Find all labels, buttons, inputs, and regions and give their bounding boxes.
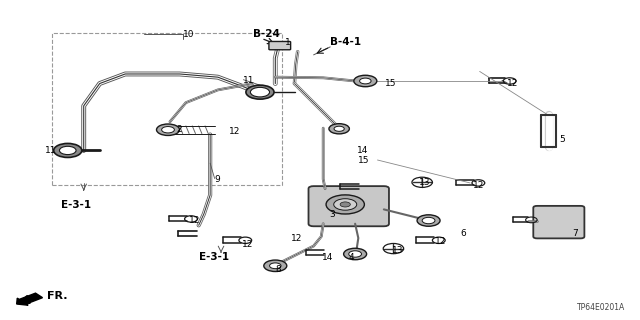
Text: 12: 12 [507,79,518,88]
Text: 12: 12 [229,127,241,136]
Bar [52,33,282,186]
Text: 12: 12 [473,181,484,190]
Circle shape [422,217,435,224]
Circle shape [333,199,356,210]
Text: 12: 12 [189,216,200,225]
Text: 12: 12 [242,240,253,249]
Text: FR.: FR. [47,292,67,301]
Text: E-3-1: E-3-1 [61,200,92,210]
Text: 14: 14 [322,253,333,262]
Circle shape [250,87,269,97]
FancyArrow shape [17,293,42,305]
FancyBboxPatch shape [533,206,584,238]
Text: 15: 15 [385,79,397,88]
Circle shape [269,263,281,269]
Circle shape [326,195,364,214]
Circle shape [329,124,349,134]
Text: 7: 7 [572,229,578,238]
Text: 4: 4 [349,253,355,262]
FancyBboxPatch shape [269,42,291,50]
Circle shape [264,260,287,271]
Text: 8: 8 [275,265,281,275]
Text: 15: 15 [358,156,370,164]
Text: 12: 12 [435,237,446,246]
Circle shape [157,124,179,135]
Text: 11: 11 [243,76,255,85]
Text: 1: 1 [285,38,291,47]
Text: 13: 13 [419,178,431,187]
Text: TP64E0201A: TP64E0201A [577,303,625,312]
Text: 14: 14 [357,146,369,155]
Text: 6: 6 [461,229,467,238]
Text: 11: 11 [45,146,57,155]
Circle shape [349,251,362,257]
Circle shape [340,202,350,207]
Text: B-4-1: B-4-1 [330,37,361,47]
Text: 5: 5 [559,135,565,144]
Text: 13: 13 [392,246,404,255]
Text: 9: 9 [214,175,220,184]
Circle shape [360,78,371,84]
FancyBboxPatch shape [308,186,389,226]
Text: 10: 10 [182,30,194,39]
Circle shape [162,126,174,133]
Circle shape [344,248,367,260]
Circle shape [417,215,440,226]
Circle shape [246,85,274,99]
Circle shape [334,126,344,131]
Text: B-24: B-24 [253,29,280,39]
Circle shape [354,75,377,87]
Circle shape [54,143,82,157]
Circle shape [60,146,76,155]
Text: 2: 2 [176,125,182,134]
Text: 3: 3 [330,210,335,219]
Text: 12: 12 [291,234,303,243]
Text: E-3-1: E-3-1 [198,252,228,262]
